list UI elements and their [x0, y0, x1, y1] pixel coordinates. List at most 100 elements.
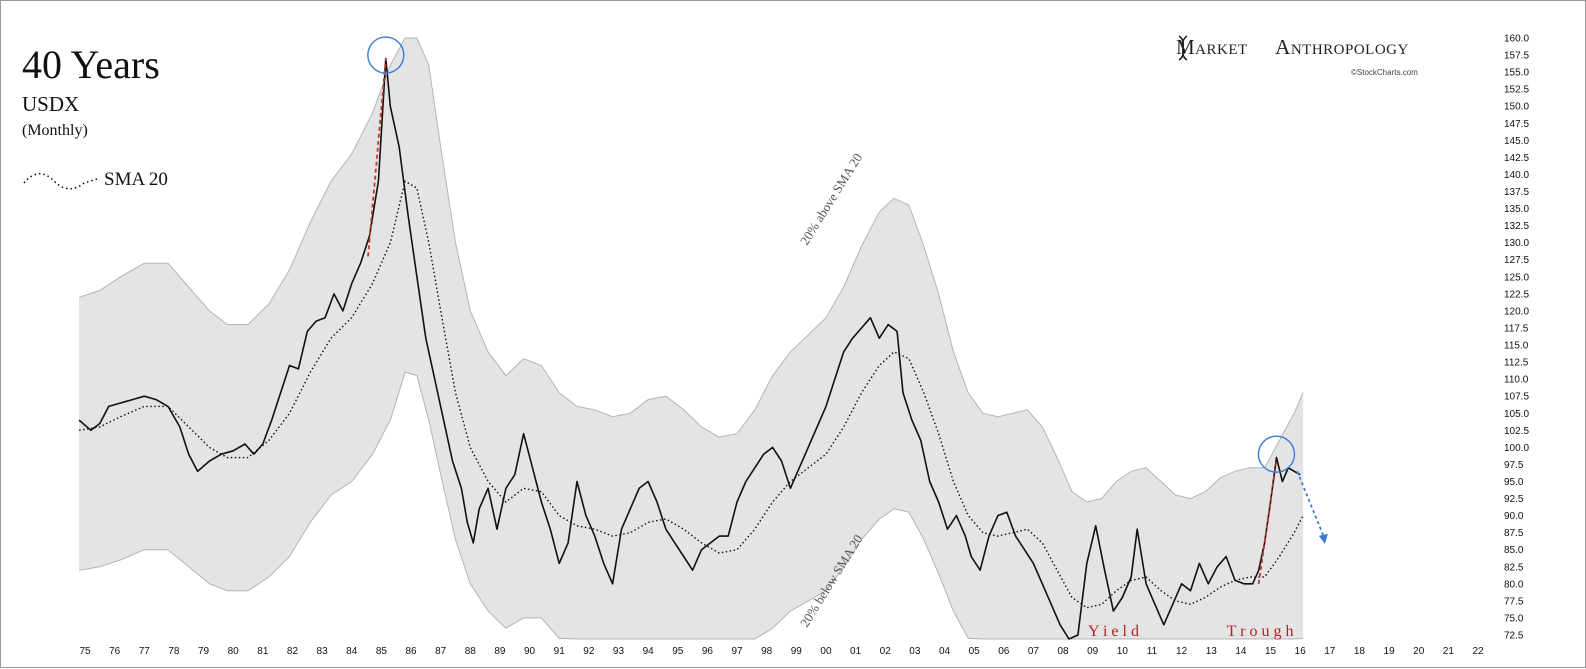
y-tick-label: 115.0 [1504, 341, 1529, 352]
y-tick-label: 80.0 [1504, 579, 1524, 590]
projection-arrow-head [1318, 533, 1328, 544]
x-tick-label: 14 [1235, 646, 1247, 657]
x-tick-label: 17 [1324, 646, 1336, 657]
y-tick-label: 117.5 [1504, 323, 1529, 334]
y-tick-label: 110.0 [1504, 375, 1529, 386]
band-upper-edge [78, 37, 1304, 503]
x-tick-label: 86 [405, 646, 417, 657]
y-tick-label: 152.5 [1504, 85, 1529, 96]
y-tick-label: 112.5 [1504, 358, 1529, 369]
y-tick-label: 127.5 [1504, 255, 1529, 266]
x-tick-label: 05 [969, 646, 981, 657]
trend-line-1 [367, 58, 387, 257]
y-tick-label: 122.5 [1504, 289, 1529, 300]
chart-frequency: (Monthly) [22, 122, 88, 139]
legend-sma-label: SMA 20 [104, 169, 168, 190]
x-tick-label: 88 [465, 646, 477, 657]
band-upper-annotation: 20% above SMA 20 [797, 151, 865, 248]
x-tick-label: 85 [376, 646, 388, 657]
x-tick-label: 21 [1443, 646, 1455, 657]
y-tick-label: 145.0 [1504, 136, 1529, 147]
y-tick-label: 92.5 [1504, 494, 1524, 505]
x-tick-label: 76 [109, 646, 121, 657]
x-tick-label: 02 [880, 646, 892, 657]
x-tick-label: 16 [1295, 646, 1307, 657]
x-tick-label: 10 [1117, 646, 1129, 657]
y-tick-label: 87.5 [1504, 528, 1524, 539]
peak-circle-2 [1257, 435, 1296, 473]
x-tick-label: 03 [909, 646, 921, 657]
x-tick-label: 94 [643, 646, 655, 657]
x-tick-label: 82 [287, 646, 299, 657]
y-tick-label: 160.0 [1504, 34, 1529, 45]
y-tick-label: 102.5 [1504, 426, 1529, 437]
x-tick-label: 80 [228, 646, 240, 657]
y-tick-label: 95.0 [1504, 477, 1524, 488]
y-tick-label: 142.5 [1504, 153, 1529, 164]
x-tick-label: 83 [317, 646, 329, 657]
x-tick-label: 99 [791, 646, 803, 657]
y-tick-label: 72.5 [1504, 631, 1524, 642]
y-tick-label: 125.0 [1504, 272, 1529, 283]
legend-sma-swatch [23, 172, 98, 190]
x-tick-label: 97 [731, 646, 743, 657]
x-tick-label: 11 [1147, 646, 1158, 657]
x-tick-label: 90 [524, 646, 536, 657]
peak-circle-1 [367, 36, 405, 74]
x-tick-label: 01 [850, 646, 862, 657]
y-tick-label: 82.5 [1504, 562, 1524, 573]
legend: SMA 20 [22, 169, 222, 195]
x-tick-label: 13 [1206, 646, 1218, 657]
x-tick-label: 91 [554, 646, 566, 657]
x-tick-label: 81 [257, 646, 269, 657]
x-tick-label: 79 [198, 646, 210, 657]
x-tick-label: 92 [583, 646, 595, 657]
sma-20-line [78, 180, 1304, 609]
x-tick-label: 98 [761, 646, 773, 657]
y-tick-label: 130.0 [1504, 238, 1529, 249]
y-tick-label: 85.0 [1504, 545, 1524, 556]
x-tick-label: 95 [672, 646, 684, 657]
y-tick-label: 120.0 [1504, 306, 1529, 317]
y-tick-label: 135.0 [1504, 204, 1529, 215]
x-tick-label: 96 [702, 646, 714, 657]
y-tick-label: 140.0 [1504, 170, 1529, 181]
x-tick-label: 09 [1087, 646, 1099, 657]
y-tick-label: 97.5 [1504, 460, 1524, 471]
page-title: 40 Years [22, 42, 160, 87]
x-tick-label: 75 [79, 646, 91, 657]
y-tick-label: 75.0 [1504, 613, 1524, 624]
x-tick-label: 06 [998, 646, 1010, 657]
y-tick-label: 77.5 [1504, 596, 1524, 607]
x-tick-label: 93 [613, 646, 625, 657]
brand-name-right: Anthropology [1275, 35, 1409, 59]
y-tick-label: 147.5 [1504, 119, 1529, 130]
band-lower-edge [79, 371, 1304, 640]
x-tick-label: 15 [1265, 646, 1277, 657]
brand-logo: Market Anthropology [1176, 35, 1409, 61]
envelope-band [79, 38, 1304, 639]
y-tick-label: 157.5 [1504, 51, 1529, 62]
y-tick-label: 155.0 [1504, 68, 1529, 79]
x-tick-label: 07 [1028, 646, 1040, 657]
y-tick-label: 105.0 [1504, 409, 1529, 420]
x-tick-label: 87 [435, 646, 447, 657]
y-tick-label: 100.0 [1504, 443, 1529, 454]
usdx-price-line [78, 57, 1301, 640]
yield-trough-label: Y i e l d T r o u g h [1088, 623, 1293, 640]
y-tick-label: 150.0 [1504, 102, 1529, 113]
y-tick-label: 137.5 [1504, 187, 1529, 198]
x-tick-label: 84 [346, 646, 358, 657]
x-tick-label: 77 [139, 646, 151, 657]
x-tick-label: 89 [494, 646, 506, 657]
x-tick-label: 04 [939, 646, 951, 657]
x-tick-label: 19 [1384, 646, 1396, 657]
y-tick-label: 132.5 [1504, 221, 1529, 232]
x-tick-label: 78 [168, 646, 180, 657]
x-tick-label: 22 [1472, 646, 1484, 657]
y-tick-label: 107.5 [1504, 392, 1529, 403]
x-tick-label: 12 [1176, 646, 1188, 657]
x-tick-label: 20 [1413, 646, 1425, 657]
